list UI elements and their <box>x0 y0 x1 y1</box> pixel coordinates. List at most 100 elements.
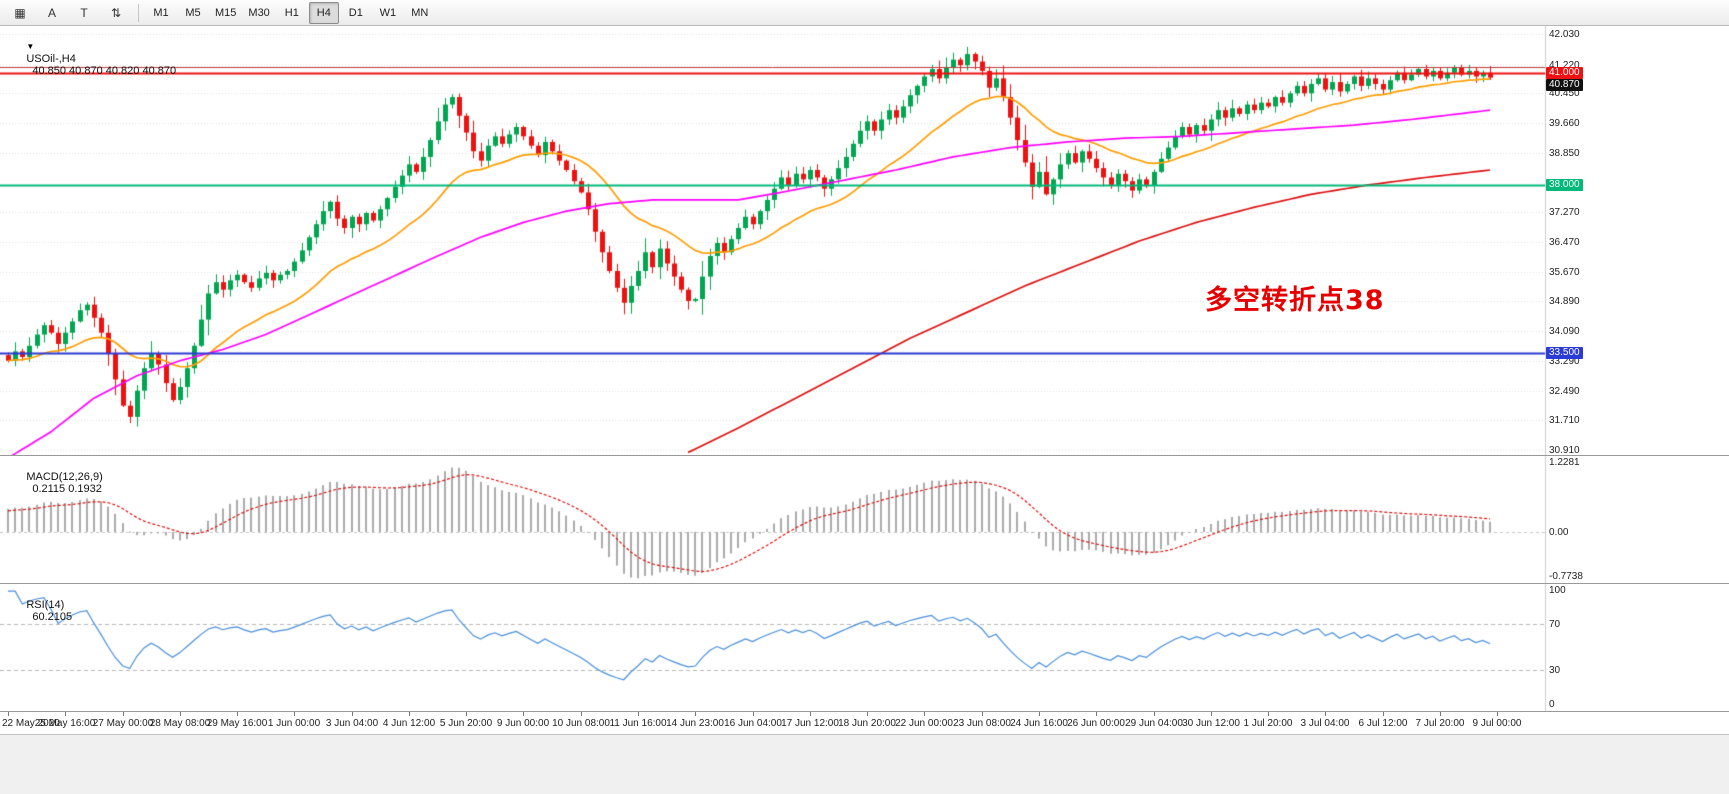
timeframe-button-m1[interactable]: M1 <box>153 6 169 19</box>
rsi-tick-label: 100 <box>1549 585 1566 596</box>
time-tick <box>352 712 353 716</box>
time-label: 11 Jun 16:00 <box>609 718 667 729</box>
time-tick <box>1440 712 1441 716</box>
price-tick-label: 38.850 <box>1549 148 1580 160</box>
time-label: 9 Jun 00:00 <box>496 718 550 729</box>
text-tool-button[interactable]: T <box>80 5 88 20</box>
time-label: 24 Jun 16:00 <box>1010 718 1068 729</box>
hline-price-badge: 41.000 <box>1546 66 1583 79</box>
time-label: 3 Jun 04:00 <box>325 718 379 729</box>
bottom-strip <box>0 734 1729 794</box>
rsi-label: RSI(14) <box>26 599 65 611</box>
time-label: 14 Jun 23:00 <box>666 718 724 729</box>
chart-grid-icon[interactable]: ▦ <box>14 5 26 20</box>
timeframe-button-mn[interactable]: MN <box>411 6 429 19</box>
time-tick <box>123 712 124 716</box>
time-label: 28 May 08:00 <box>149 718 211 729</box>
time-label: 27 May 00:00 <box>92 718 154 729</box>
macd-tick-label: 1.2281 <box>1549 457 1580 468</box>
price-tick-label: 42.030 <box>1549 29 1580 41</box>
macd-values: 0.2115 0.1932 <box>32 483 102 495</box>
time-label: 9 Jul 00:00 <box>1472 718 1522 729</box>
time-label: 5 Jun 20:00 <box>439 718 493 729</box>
rsi-pane: RSI(14) 60.2105 100 70 30 0 <box>0 584 1729 712</box>
time-label: 26 Jun 00:00 <box>1067 718 1125 729</box>
rsi-tick-label: 30 <box>1549 664 1561 676</box>
time-tick <box>924 712 925 716</box>
price-tick-label: 32.490 <box>1549 386 1580 398</box>
time-tick <box>466 712 467 716</box>
time-tick <box>8 712 9 716</box>
ohlc-values: 40.850 40.870 40.820 40.870 <box>32 65 177 77</box>
time-label: 25 May 16:00 <box>34 718 96 729</box>
chart-title: ▼ USOil-,H4 40.850 40.870 40.820 40.870 <box>8 29 176 89</box>
toolbar-icons: ▦ A T ⇅ <box>4 2 132 24</box>
time-tick <box>180 712 181 716</box>
price-tick-label: 40.450 <box>1549 88 1580 100</box>
time-tick <box>1211 712 1212 716</box>
rsi-canvas[interactable] <box>0 584 1729 711</box>
time-tick <box>810 712 811 716</box>
main-chart-canvas[interactable] <box>0 26 1729 455</box>
time-label: 29 May 16:00 <box>206 718 268 729</box>
time-tick <box>409 712 410 716</box>
time-label: 17 Jun 12:00 <box>781 718 839 729</box>
time-label: 29 Jun 04:00 <box>1125 718 1183 729</box>
time-label: 16 Jun 04:00 <box>724 718 782 729</box>
timeframe-button-d1[interactable]: D1 <box>348 6 363 19</box>
timeframe-button-m30[interactable]: M30 <box>248 6 270 19</box>
price-tick-label: 34.890 <box>1549 296 1580 308</box>
hline-price-badge: 33.500 <box>1546 347 1583 360</box>
time-label: 6 Jul 12:00 <box>1358 718 1408 729</box>
rsi-tick-label: 0 <box>1549 699 1555 710</box>
time-label: 1 Jun 00:00 <box>267 718 321 729</box>
time-axis[interactable]: 22 May 2020 25 May 16:00 27 May 00:00 28 Ma… <box>0 712 1729 734</box>
arrow-tool-button[interactable]: A <box>47 5 56 20</box>
price-tick-label: 35.670 <box>1549 267 1580 279</box>
time-label: 1 Jul 20:00 <box>1243 718 1293 729</box>
price-tick-label: 36.470 <box>1549 237 1580 249</box>
time-tick <box>753 712 754 716</box>
timeframe-button-h4[interactable]: H4 <box>308 1 339 24</box>
price-tick-label: 37.270 <box>1549 207 1580 219</box>
time-tick <box>638 712 639 716</box>
time-tick <box>1154 712 1155 716</box>
toolbar: ▦ A T ⇅ M1 M5 M15 M30 H1 H4 D1 W1 MN <box>0 0 1729 26</box>
time-tick <box>1383 712 1384 716</box>
time-tick <box>581 712 582 716</box>
time-label: 22 Jun 00:00 <box>895 718 953 729</box>
time-label: 23 Jun 08:00 <box>953 718 1011 729</box>
timeframe-button-m15[interactable]: M15 <box>215 6 237 19</box>
time-label: 18 Jun 20:00 <box>838 718 896 729</box>
price-tick-label: 33.290 <box>1549 356 1580 368</box>
time-label: 4 Jun 12:00 <box>382 718 436 729</box>
current-price-badge: 40.870 <box>1546 78 1583 91</box>
symbol-dropdown-icon[interactable]: ▼ <box>26 42 35 51</box>
chart-annotation-text[interactable]: 多空转折点38 <box>1205 285 1385 316</box>
rsi-tick-label: 70 <box>1549 619 1561 631</box>
time-label: 7 Jul 20:00 <box>1415 718 1465 729</box>
price-tick-label: 41.220 <box>1549 59 1580 71</box>
macd-tick-label: 0.00 <box>1549 526 1569 538</box>
time-tick <box>695 712 696 716</box>
time-tick <box>1096 712 1097 716</box>
hline-price-badge: 38.000 <box>1546 178 1583 191</box>
time-label: 30 Jun 12:00 <box>1182 718 1240 729</box>
price-tick-label: 39.660 <box>1549 117 1580 129</box>
time-tick <box>1268 712 1269 716</box>
rsi-value: 60.2105 <box>32 611 73 623</box>
macd-tick-label: -0.7738 <box>1549 571 1583 582</box>
scale-toggle-icon[interactable]: ⇅ <box>110 5 122 20</box>
chart-window: ▼ USOil-,H4 40.850 40.870 40.820 40.870 … <box>0 26 1729 794</box>
rsi-header: RSI(14) 60.2105 <box>8 587 72 635</box>
time-label: 22 May 2020 <box>2 718 60 729</box>
macd-canvas[interactable] <box>0 456 1729 583</box>
toolbar-separator <box>138 3 139 22</box>
timeframe-button-w1[interactable]: W1 <box>379 6 397 19</box>
timeframe-button-m5[interactable]: M5 <box>185 6 201 19</box>
time-tick <box>982 712 983 716</box>
main-chart-pane: ▼ USOil-,H4 40.850 40.870 40.820 40.870 … <box>0 26 1729 456</box>
price-tick-label: 31.710 <box>1549 415 1580 427</box>
timeframe-button-h1[interactable]: H1 <box>284 6 299 19</box>
time-label: 10 Jun 08:00 <box>552 718 610 729</box>
